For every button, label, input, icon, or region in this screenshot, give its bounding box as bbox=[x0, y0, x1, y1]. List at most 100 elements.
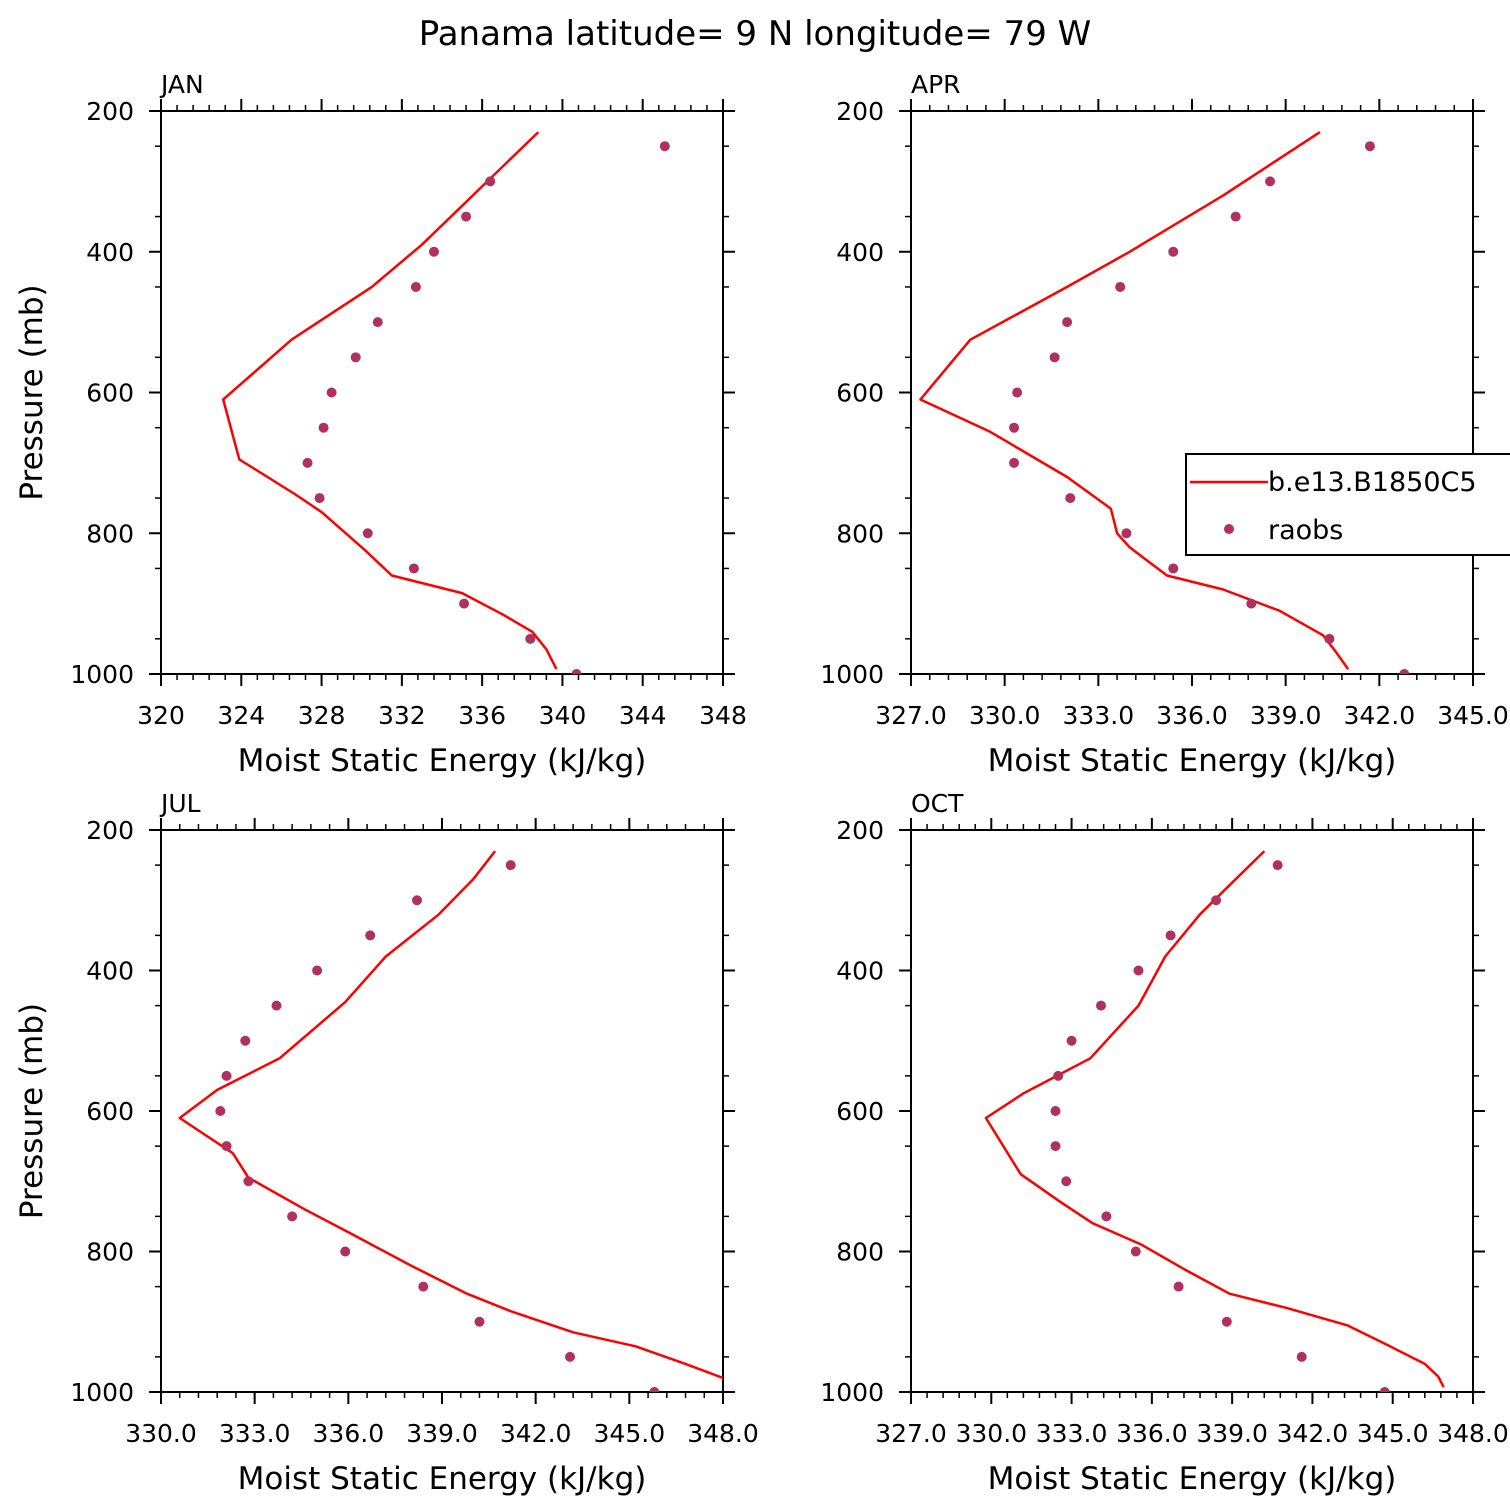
y-tick-label: 800 bbox=[86, 1238, 134, 1267]
panel-apr: APR 327.0 330.0 333.0 336.0 339.0 342.0 345.0 20… bbox=[820, 70, 1508, 779]
data-point-raobs bbox=[1296, 1351, 1307, 1362]
data-point-raobs bbox=[240, 1035, 251, 1046]
x-tick-label: 339.0 bbox=[406, 1419, 478, 1448]
data-point-raobs bbox=[287, 1211, 298, 1222]
panel-jul: JUL 330.0 333.0 336.0 339.0 342.0 345.0 348.0 20… bbox=[14, 789, 759, 1497]
x-tick-label: 345.0 bbox=[1357, 1419, 1429, 1448]
x-tick-label: 345.0 bbox=[594, 1419, 666, 1448]
x-tick-label: 339.0 bbox=[1250, 701, 1322, 730]
data-point-raobs bbox=[243, 1176, 254, 1187]
x-tick-label: 340 bbox=[539, 701, 587, 730]
data-point-raobs bbox=[412, 895, 423, 906]
data-point-raobs bbox=[365, 930, 376, 941]
plot-frame bbox=[160, 829, 724, 1393]
data-point-raobs bbox=[1324, 633, 1335, 644]
y-tick-label: 600 bbox=[86, 379, 134, 408]
data-point-raobs bbox=[1211, 895, 1222, 906]
x-tick-label: 344 bbox=[619, 701, 667, 730]
data-point-raobs bbox=[1009, 422, 1020, 433]
x-tick-label: 339.0 bbox=[1196, 1419, 1268, 1448]
panel-jan: JAN 320 324 328 332 336 340 344 348 200 400 600 800 1… bbox=[14, 70, 747, 779]
y-tick-label: 800 bbox=[836, 1238, 884, 1267]
plot-frame bbox=[910, 110, 1474, 675]
data-point-raobs bbox=[1050, 1141, 1061, 1152]
data-point-raobs bbox=[350, 352, 361, 363]
data-point-raobs bbox=[474, 1316, 485, 1327]
x-tick-label: 320 bbox=[137, 701, 185, 730]
y-tick-label: 600 bbox=[86, 1097, 134, 1126]
data-point-raobs bbox=[318, 422, 329, 433]
data-point-raobs bbox=[1265, 176, 1276, 187]
data-point-raobs bbox=[1272, 860, 1283, 871]
x-tick-label: 345.0 bbox=[1437, 701, 1509, 730]
legend-label-model: b.e13.B1850C5 bbox=[1268, 467, 1477, 498]
x-tick-label: 332 bbox=[378, 701, 426, 730]
data-point-raobs bbox=[1096, 1000, 1107, 1011]
data-point-raobs bbox=[1130, 1246, 1141, 1257]
data-point-raobs bbox=[1061, 1176, 1072, 1187]
data-point-raobs bbox=[649, 1387, 660, 1392]
data-point-raobs bbox=[408, 563, 419, 574]
x-tick-label: 330.0 bbox=[969, 701, 1041, 730]
y-tick-label: 800 bbox=[836, 519, 884, 548]
data-point-raobs bbox=[1101, 1211, 1112, 1222]
series-line-model bbox=[984, 850, 1445, 1388]
data-point-raobs bbox=[1399, 669, 1410, 674]
x-tick-label: 342.0 bbox=[1344, 701, 1416, 730]
data-point-raobs bbox=[1012, 387, 1023, 398]
x-axis-label: Moist Static Energy (kJ/kg) bbox=[238, 1461, 647, 1497]
data-point-raobs bbox=[565, 1351, 576, 1362]
data-point-raobs bbox=[459, 598, 470, 609]
plot-area bbox=[919, 131, 1410, 674]
y-tick-label: 200 bbox=[86, 97, 134, 126]
x-tick-label: 333.0 bbox=[1063, 701, 1135, 730]
x-tick-label: 333.0 bbox=[219, 1419, 291, 1448]
data-point-raobs bbox=[418, 1281, 429, 1292]
plot-area bbox=[178, 850, 723, 1392]
y-tick-label: 1000 bbox=[820, 1378, 884, 1407]
x-tick-label: 336.0 bbox=[313, 1419, 385, 1448]
legend-label-raobs: raobs bbox=[1268, 515, 1343, 546]
data-point-raobs bbox=[340, 1246, 351, 1257]
x-tick-label: 327.0 bbox=[875, 1419, 947, 1448]
x-tick-label: 330.0 bbox=[125, 1419, 197, 1448]
data-point-raobs bbox=[314, 493, 325, 504]
x-tick-label: 342.0 bbox=[1277, 1419, 1349, 1448]
x-tick-label: 336.0 bbox=[1156, 701, 1228, 730]
data-point-raobs bbox=[1062, 317, 1073, 328]
series-line-model bbox=[178, 850, 723, 1380]
x-tick-label: 324 bbox=[217, 701, 265, 730]
y-axis-label: Pressure (mb) bbox=[14, 1003, 50, 1219]
data-point-raobs bbox=[1133, 965, 1144, 976]
data-point-raobs bbox=[1230, 211, 1241, 222]
figure-title: Panama latitude= 9 N longitude= 79 W bbox=[419, 14, 1092, 54]
data-point-raobs bbox=[1065, 493, 1076, 504]
data-point-raobs bbox=[505, 860, 516, 871]
y-tick-label: 400 bbox=[86, 957, 134, 986]
data-point-raobs bbox=[271, 1000, 282, 1011]
data-point-raobs bbox=[428, 246, 439, 257]
x-tick-label: 348 bbox=[699, 701, 747, 730]
y-tick-label: 1000 bbox=[70, 1378, 134, 1407]
y-tick-label: 800 bbox=[86, 519, 134, 548]
x-tick-label: 333.0 bbox=[1036, 1419, 1108, 1448]
panel-label: OCT bbox=[911, 789, 964, 818]
x-tick-label: 348.0 bbox=[1437, 1419, 1509, 1448]
data-point-raobs bbox=[571, 669, 582, 674]
y-tick-label: 1000 bbox=[820, 660, 884, 689]
y-tick-label: 1000 bbox=[70, 660, 134, 689]
y-tick-label: 200 bbox=[836, 816, 884, 845]
data-point-raobs bbox=[1121, 528, 1132, 539]
x-axis-label: Moist Static Energy (kJ/kg) bbox=[988, 743, 1397, 779]
x-tick-label: 348.0 bbox=[687, 1419, 759, 1448]
legend: b.e13.B1850C5 raobs bbox=[1185, 453, 1510, 556]
y-tick-label: 600 bbox=[836, 1097, 884, 1126]
data-point-raobs bbox=[1246, 598, 1257, 609]
panel-label: JUL bbox=[159, 789, 201, 818]
data-point-raobs bbox=[1173, 1281, 1184, 1292]
data-point-raobs bbox=[1364, 141, 1375, 152]
legend-marker-swatch bbox=[1224, 524, 1234, 534]
data-point-raobs bbox=[221, 1070, 232, 1081]
data-point-raobs bbox=[485, 176, 496, 187]
